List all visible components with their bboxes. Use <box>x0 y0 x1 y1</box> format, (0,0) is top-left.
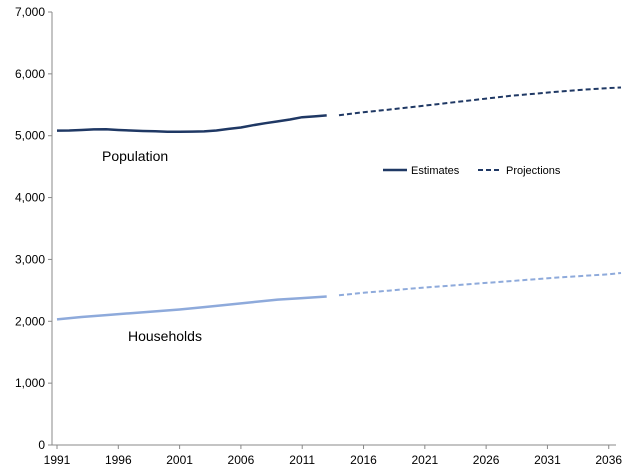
households-projections-line <box>338 272 622 297</box>
x-tick-label: 2021 <box>411 453 438 467</box>
y-tick-label: 2,000 <box>15 314 45 328</box>
population-projections-line <box>338 86 622 117</box>
x-tick-label: 1996 <box>105 453 132 467</box>
population-label: Population <box>102 148 168 164</box>
legend: Estimates Projections <box>383 165 561 177</box>
households-label: Households <box>128 328 202 344</box>
x-tick-label: 2001 <box>166 453 193 467</box>
legend-projections-label: Projections <box>506 165 561 177</box>
x-tick-label: 2016 <box>350 453 377 467</box>
y-tick-label: 7,000 <box>15 5 45 19</box>
axes <box>51 12 616 446</box>
legend-estimates-label: Estimates <box>411 165 460 177</box>
x-tick-label: 2011 <box>289 453 315 467</box>
y-tick-label: 6,000 <box>15 67 45 81</box>
x-axis-ticks: 1991 1996 2001 2006 2011 2016 2021 2026 2031 2036 <box>44 445 622 467</box>
x-tick-label: 2036 <box>595 453 622 467</box>
x-tick-label: 2026 <box>473 453 500 467</box>
y-tick-label: 3,000 <box>15 252 45 266</box>
series-lines <box>56 86 622 321</box>
households-estimates-line <box>56 295 327 321</box>
y-tick-label: 4,000 <box>15 191 45 205</box>
y-tick-label: 0 <box>38 438 45 452</box>
y-axis-ticks: 0 1,000 2,000 3,000 4,000 5,000 6,000 7,000 <box>15 5 52 452</box>
x-tick-label: 1991 <box>44 453 71 467</box>
y-tick-label: 1,000 <box>15 376 45 390</box>
y-tick-label: 5,000 <box>15 129 45 143</box>
x-tick-label: 2006 <box>228 453 255 467</box>
x-tick-label: 2031 <box>534 453 561 467</box>
population-estimates-line <box>56 114 327 134</box>
